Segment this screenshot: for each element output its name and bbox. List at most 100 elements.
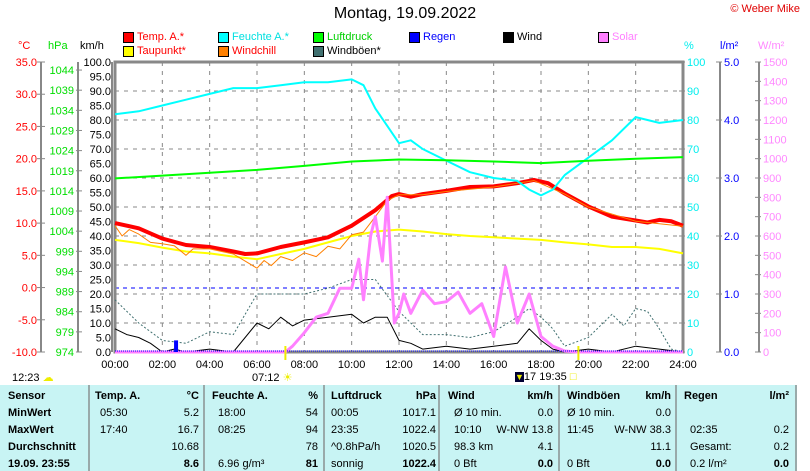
stats-table: Sensor Temp. A. °C Feuchte A.% Luftdruck hPa W… xyxy=(0,385,797,471)
table-cell: 0 Bft xyxy=(454,458,477,470)
sun-icon: ☀ xyxy=(282,372,293,384)
tick-label-solar: 300 xyxy=(763,289,781,301)
tick-label-rain: 5.0 xyxy=(724,57,739,69)
tick-label-pressure: 984 xyxy=(56,307,74,319)
tick-label-temp: 25.0 xyxy=(16,121,37,133)
table-cell: 18:00 xyxy=(218,407,246,419)
table-column xyxy=(560,385,677,471)
legend-item: Windböen* xyxy=(313,45,381,57)
series-luftdruck xyxy=(114,156,684,180)
sunset: ▼17 19:35 □ xyxy=(515,371,576,383)
legend-swatch xyxy=(123,31,134,43)
sunset-label: 17 19:35 xyxy=(523,371,567,383)
table-cell: 1017.1 xyxy=(402,407,436,419)
unit-solar: W/m² xyxy=(758,40,785,52)
tick-label-temp: -10.0 xyxy=(12,347,37,359)
tick-label-pressure: 1009 xyxy=(50,206,74,218)
table-cell: 98.3 km xyxy=(454,441,494,453)
series-windb-en xyxy=(114,279,684,353)
table-cell: 0.0 xyxy=(537,407,553,419)
tick-label-wind: 30.0 xyxy=(90,260,111,272)
table-cell: 11.1 xyxy=(650,441,671,453)
table-column xyxy=(205,385,325,471)
tick-label-temp: 20.0 xyxy=(16,154,37,166)
table-cell: Regen xyxy=(684,390,718,402)
table-cell: Temp. A. xyxy=(95,390,141,402)
unit-humidity: % xyxy=(684,40,694,52)
legend-swatch xyxy=(598,31,609,43)
tick-label-temp: -5.0 xyxy=(18,315,37,327)
tick-label-rain: 4.0 xyxy=(724,115,739,127)
tick-label-solar: 100 xyxy=(763,328,781,340)
tick-label-wind: 25.0 xyxy=(90,275,111,287)
table-cell: 1022.4 xyxy=(402,424,436,436)
tick-label-wind: 95.0 xyxy=(90,72,111,84)
tick-label-humidity: 80 xyxy=(687,115,699,127)
tick-label-wind: 80.0 xyxy=(90,115,111,127)
tick-label-wind: 65.0 xyxy=(90,159,111,171)
legend-item: Luftdruck xyxy=(313,31,372,43)
table-cell: 16.7 xyxy=(177,424,199,436)
unit-temp: °C xyxy=(18,40,31,52)
tick-label-wind: 20.0 xyxy=(90,289,111,301)
tick-label-pressure: 979 xyxy=(56,327,74,339)
legend-item: Solar xyxy=(598,31,638,43)
table-cell: 1020.5 xyxy=(402,441,436,453)
tick-label-wind: 0.0 xyxy=(96,347,111,359)
table-column xyxy=(440,385,560,471)
tick-label-rain: 3.0 xyxy=(724,173,739,185)
tick-label-wind: 85.0 xyxy=(90,101,111,113)
legend-label: Regen xyxy=(423,31,456,43)
tick-label-solar: 400 xyxy=(763,270,781,282)
tick-label-pressure: 1024 xyxy=(50,146,74,158)
x-tick-label: 08:00 xyxy=(291,359,319,371)
tick-label-wind: 45.0 xyxy=(90,217,111,229)
table-cell: 6.96 g/m³ xyxy=(218,458,265,470)
copyright: © Weber Mike xyxy=(730,3,800,15)
tick-label-pressure: 1004 xyxy=(50,226,74,238)
x-tick-label: 02:00 xyxy=(149,359,177,371)
table-cell: Luftdruck xyxy=(331,390,382,402)
chart-title: Montag, 19.09.2022 xyxy=(333,5,477,22)
table-cell: l/m² xyxy=(769,390,789,402)
tick-label-solar: 1200 xyxy=(763,115,787,127)
table-column xyxy=(0,385,90,471)
table-cell: W-NW 13.8 xyxy=(496,424,553,436)
table-cell: 10.68 xyxy=(171,441,199,453)
x-tick-label: 14:00 xyxy=(433,359,461,371)
legend-swatch xyxy=(503,31,514,43)
x-tick-label: 00:00 xyxy=(101,359,129,371)
table-cell: ^0.8hPa/h xyxy=(331,441,381,453)
legend-item: Taupunkt* xyxy=(123,45,186,57)
table-cell: hPa xyxy=(415,390,436,402)
moon-icon: ☁ xyxy=(42,372,54,384)
sunrise-label: 07:12 xyxy=(252,372,280,384)
sunset-icon: □ xyxy=(569,371,577,383)
tick-label-solar: 1100 xyxy=(763,134,787,146)
tick-label-solar: 700 xyxy=(763,212,781,224)
legend-label: Solar xyxy=(612,31,638,43)
tick-label-temp: 35.0 xyxy=(16,57,37,69)
table-cell: 81 xyxy=(305,458,318,470)
legend-swatch xyxy=(313,45,324,57)
tick-label-solar: 1500 xyxy=(763,57,787,69)
tick-label-humidity: 60 xyxy=(687,173,699,185)
tick-label-temp: 15.0 xyxy=(16,186,37,198)
tick-label-pressure: 1019 xyxy=(50,166,74,178)
table-cell: 1022.4 xyxy=(402,458,436,470)
table-cell: 11:45 xyxy=(567,424,594,436)
tick-label-rain: 2.0 xyxy=(724,231,739,243)
tick-label-wind: 50.0 xyxy=(90,202,111,214)
moon-phase-icon: ▼ xyxy=(515,372,524,382)
table-cell: 05:30 xyxy=(100,407,128,419)
moon-time: 12:23 ☁ xyxy=(12,371,54,384)
series-windchill xyxy=(114,180,684,269)
tick-label-humidity: 90 xyxy=(687,86,699,98)
x-tick-label: 10:00 xyxy=(338,359,366,371)
tick-label-humidity: 70 xyxy=(687,144,699,156)
table-cell: Durchschnitt xyxy=(8,441,76,453)
table-cell: km/h xyxy=(527,390,553,402)
tick-label-humidity: 20 xyxy=(687,289,699,301)
table-column xyxy=(90,385,205,471)
